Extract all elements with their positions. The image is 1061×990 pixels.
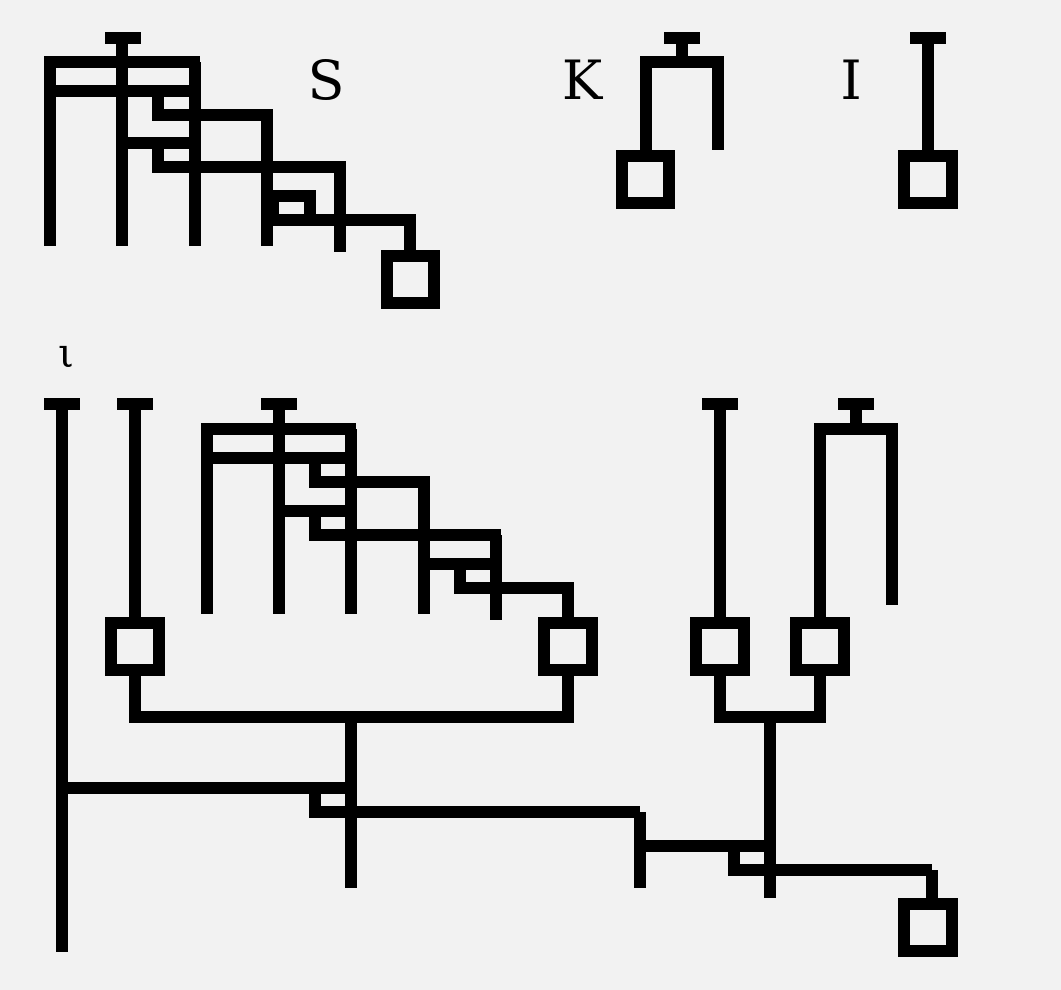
embedded-k-combinator [790, 398, 898, 676]
output-box [616, 150, 675, 209]
application-bend [152, 85, 201, 121]
application-bend [728, 840, 776, 876]
application-connector [129, 670, 574, 723]
s-label: S [308, 49, 345, 112]
output-box [898, 150, 958, 209]
i-combinator-diagram [898, 32, 958, 209]
iota-label: ι [58, 331, 74, 377]
application-box [105, 617, 165, 676]
output-box [538, 617, 598, 676]
application-bend [309, 452, 357, 488]
application-bend [267, 190, 316, 226]
output-box [898, 898, 958, 957]
s-combinator-diagram [44, 32, 440, 309]
i-label: I [840, 49, 861, 112]
iota-combinator-diagram [44, 398, 958, 957]
k-combinator-diagram [616, 32, 724, 209]
output-box [790, 617, 850, 676]
embedded-s-combinator [201, 398, 598, 676]
application-bend [309, 782, 357, 818]
output-box [381, 250, 440, 309]
application-box [690, 617, 750, 676]
k-label: K [562, 49, 604, 112]
application-connector [714, 670, 826, 723]
